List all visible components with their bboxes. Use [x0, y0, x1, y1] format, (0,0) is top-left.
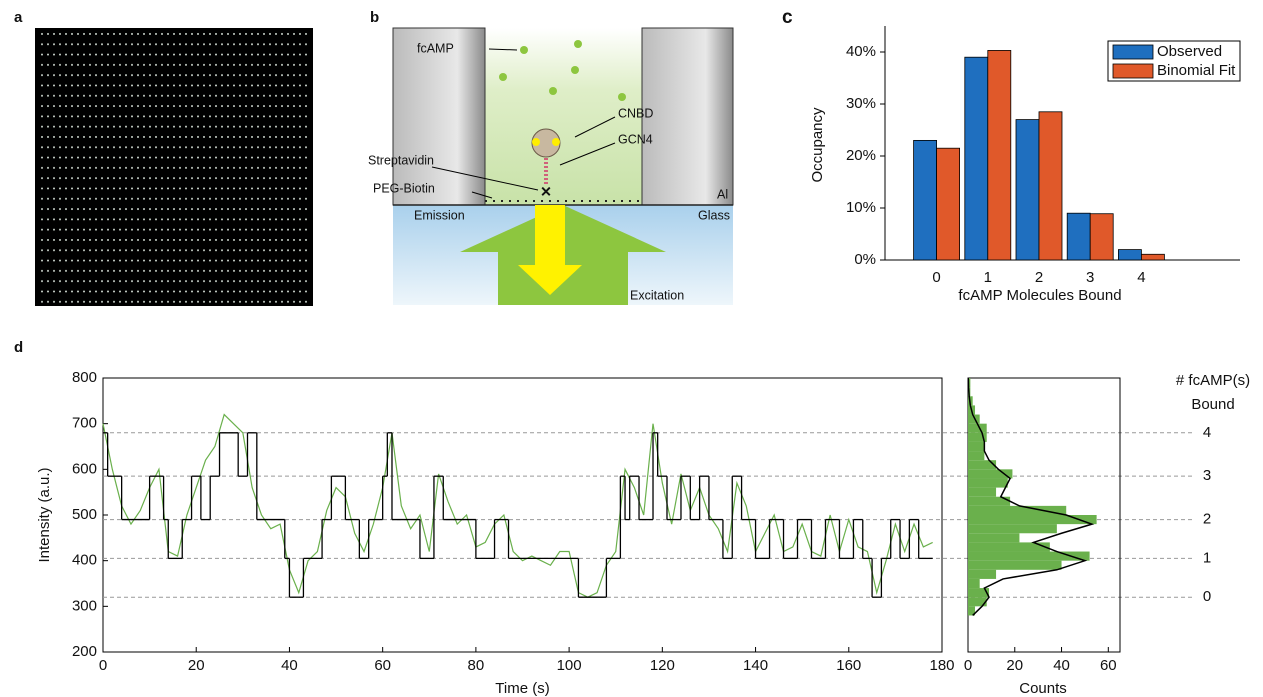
x-axis-label: Time (s)	[495, 680, 549, 697]
bar	[936, 147, 960, 261]
histogram-bar	[968, 597, 987, 607]
y-tick-label: 400	[72, 552, 97, 569]
diagram-label: Glass	[698, 208, 730, 222]
histogram-bar	[968, 487, 997, 497]
diagram-label: PEG-Biotin	[373, 181, 435, 195]
x-tick-label: 40	[1053, 657, 1070, 674]
x-tick-label: 0	[99, 657, 107, 674]
histogram-bar	[968, 606, 976, 616]
y-tick-label: 30%	[846, 95, 876, 112]
level-title: Bound	[1191, 396, 1234, 413]
histogram-bar	[968, 515, 1097, 525]
x-tick-label: 20	[188, 657, 205, 674]
y-tick-label: 800	[72, 369, 97, 386]
x-tick-label: 0	[964, 657, 972, 674]
y-tick-label: 300	[72, 597, 97, 614]
bar	[964, 56, 989, 261]
diagram-label: fcAMP	[417, 41, 454, 55]
bar	[1066, 212, 1091, 261]
bar	[1089, 213, 1114, 261]
intensity-trace	[102, 413, 933, 598]
legend-swatch	[1112, 63, 1154, 79]
bar	[1038, 111, 1063, 261]
bar	[913, 139, 937, 261]
y-axis-label: Intensity (a.u.)	[36, 467, 53, 562]
histogram-bar	[968, 560, 1062, 570]
legend-label: Binomial Fit	[1157, 62, 1236, 79]
x-tick-label: 140	[743, 657, 768, 674]
panel-label: b	[370, 9, 379, 26]
y-tick-label: 700	[72, 415, 97, 432]
x-tick-label: 3	[1086, 269, 1094, 286]
diagram-label: Emission	[414, 208, 465, 222]
x-tick-label: 0	[932, 269, 940, 286]
y-axis-label: Occupancy	[809, 107, 826, 183]
level-label: 0	[1203, 588, 1211, 605]
y-tick-label: 20%	[846, 147, 876, 164]
histogram-bar	[968, 542, 1050, 552]
diagram-label: Streptavidin	[368, 153, 434, 167]
y-tick-label: 500	[72, 506, 97, 523]
x-tick-label: 60	[1100, 657, 1117, 674]
diagram-label: GCN4	[618, 132, 653, 146]
y-tick-label: 600	[72, 460, 97, 477]
x-tick-label: 20	[1006, 657, 1023, 674]
diagram-label: CNBD	[618, 106, 653, 120]
level-label: 2	[1203, 511, 1211, 528]
histogram-bar	[968, 533, 1020, 543]
histogram-bar	[968, 551, 1090, 561]
legend-label: Observed	[1157, 43, 1222, 60]
x-axis-label: fcAMP Molecules Bound	[958, 287, 1121, 304]
level-title: # fcAMP(s)	[1176, 372, 1250, 389]
histogram-bar	[968, 378, 971, 388]
x-tick-label: 180	[929, 657, 954, 674]
y-tick-label: 200	[72, 643, 97, 660]
x-tick-label: 1	[984, 269, 992, 286]
histogram-bar	[968, 496, 1011, 506]
panel-label: d	[14, 339, 23, 356]
x-tick-label: 80	[468, 657, 485, 674]
x-tick-label: 120	[650, 657, 675, 674]
fit-curve	[967, 377, 1095, 617]
x-tick-label: 4	[1137, 269, 1145, 286]
histogram-bar	[968, 578, 980, 589]
histogram-bar	[968, 588, 990, 598]
histogram-bar	[968, 569, 997, 579]
x-tick-label: 60	[374, 657, 391, 674]
diagram-label: Al	[717, 187, 728, 201]
level-label: 1	[1203, 549, 1211, 566]
bar	[987, 50, 1012, 261]
histogram-bar	[968, 441, 985, 452]
histogram-bar	[968, 432, 987, 442]
y-tick-label: 40%	[846, 43, 876, 60]
x-tick-label: 100	[557, 657, 582, 674]
bar	[1118, 249, 1142, 261]
diagram-label: Excitation	[630, 288, 684, 302]
histogram-bar	[968, 423, 987, 433]
level-label: 3	[1203, 467, 1211, 484]
x-tick-label: 2	[1035, 269, 1043, 286]
panel-b-diagram: ✕	[392, 27, 734, 305]
legend-swatch	[1112, 44, 1154, 60]
histogram-bar	[968, 451, 985, 461]
panel-label: a	[14, 9, 23, 26]
bar	[1141, 253, 1165, 261]
histogram-bar	[968, 505, 1067, 515]
panel-a-image	[35, 28, 313, 306]
panel-label: c	[782, 7, 793, 28]
svg-text:✕: ✕	[540, 184, 552, 200]
x-axis-label: Counts	[1019, 680, 1067, 697]
y-tick-label: 0%	[854, 251, 876, 268]
bar	[1015, 119, 1040, 261]
histogram-bar	[968, 469, 1013, 479]
x-tick-label: 40	[281, 657, 298, 674]
histogram-bar	[968, 524, 1057, 534]
level-label: 4	[1203, 424, 1211, 441]
histogram-bar	[968, 414, 980, 424]
histogram-bar	[968, 460, 997, 470]
y-tick-label: 10%	[846, 199, 876, 216]
x-tick-label: 160	[836, 657, 861, 674]
histogram-bar	[968, 478, 1008, 488]
